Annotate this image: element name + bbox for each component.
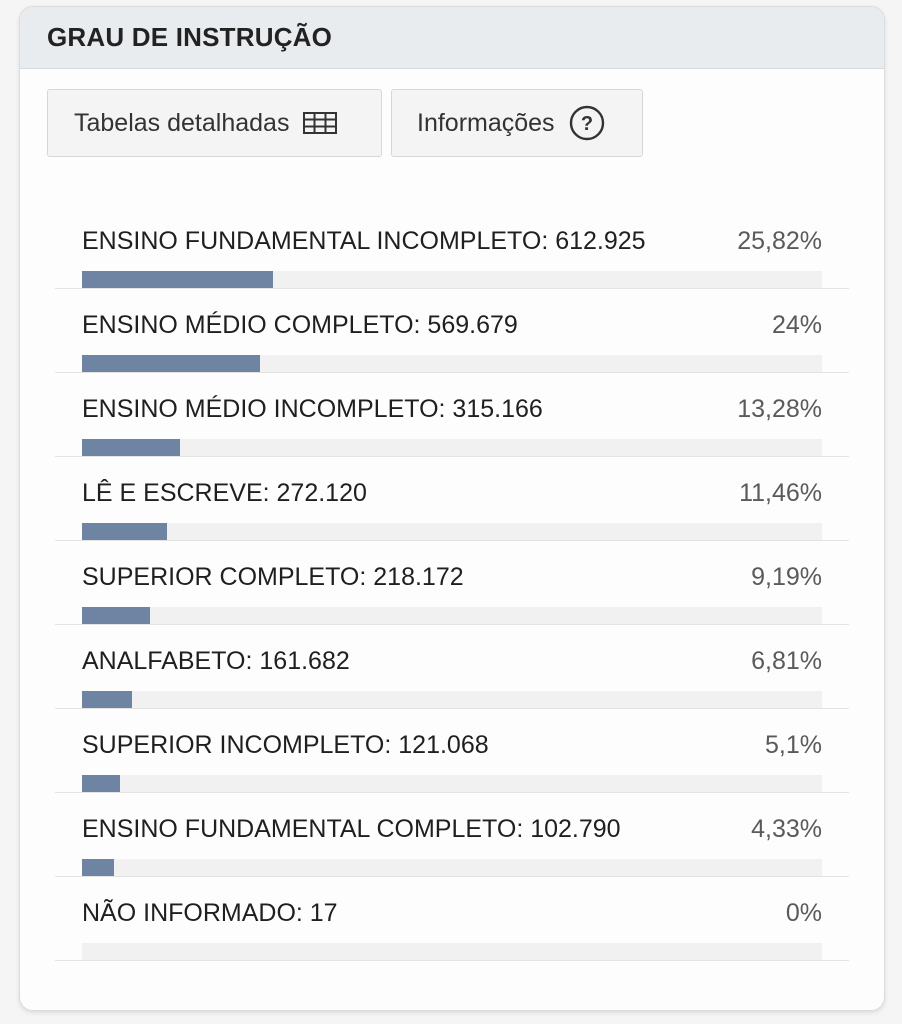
progress-fill (82, 859, 115, 876)
progress-fill (82, 271, 274, 288)
list-item: ENSINO MÉDIO INCOMPLETO: 315.166 13,28% (55, 373, 849, 457)
item-percent: 25,82% (737, 227, 822, 255)
progress-track (82, 271, 822, 288)
panel-header: GRAU DE INSTRUÇÃO (20, 7, 884, 69)
panel-title: GRAU DE INSTRUÇÃO (47, 22, 333, 52)
progress-track (82, 439, 822, 456)
item-percent: 4,33% (751, 815, 822, 843)
item-percent: 0% (785, 899, 822, 927)
detailed-tables-button[interactable]: Tabelas detalhadas (47, 89, 382, 157)
progress-track (82, 859, 822, 876)
progress-fill (82, 775, 120, 792)
item-label: SUPERIOR INCOMPLETO: 121.068 (82, 731, 489, 759)
progress-fill (82, 691, 133, 708)
list-item: NÃO INFORMADO: 17 0% (55, 877, 849, 961)
progress-track (82, 943, 822, 960)
item-percent: 9,19% (751, 563, 822, 591)
item-label: ENSINO MÉDIO COMPLETO: 569.679 (82, 311, 518, 339)
item-label: ENSINO FUNDAMENTAL COMPLETO: 102.790 (82, 815, 621, 843)
education-panel: GRAU DE INSTRUÇÃO Tabelas detalhadas Inf… (19, 6, 885, 1011)
button-row: Tabelas detalhadas Informações ? (47, 89, 643, 157)
progress-fill (82, 523, 167, 540)
progress-track (82, 523, 822, 540)
information-button[interactable]: Informações ? (391, 89, 643, 157)
list-item: ANALFABETO: 161.682 6,81% (55, 625, 849, 709)
item-label: NÃO INFORMADO: 17 (82, 899, 338, 927)
education-list: ENSINO FUNDAMENTAL INCOMPLETO: 612.925 25… (55, 205, 849, 961)
list-item: ENSINO FUNDAMENTAL COMPLETO: 102.790 4,33… (55, 793, 849, 877)
progress-track (82, 691, 822, 708)
progress-fill (82, 607, 150, 624)
item-percent: 24% (771, 311, 822, 339)
list-item: ENSINO FUNDAMENTAL INCOMPLETO: 612.925 25… (55, 205, 849, 289)
list-item: ENSINO MÉDIO COMPLETO: 569.679 24% (55, 289, 849, 373)
item-percent: 5,1% (765, 731, 822, 759)
question-circle-icon: ? (569, 105, 605, 141)
list-item: SUPERIOR INCOMPLETO: 121.068 5,1% (55, 709, 849, 793)
item-label: SUPERIOR COMPLETO: 218.172 (82, 563, 464, 591)
item-label: LÊ E ESCREVE: 272.120 (82, 479, 367, 507)
progress-track (82, 355, 822, 372)
item-percent: 11,46% (739, 479, 822, 507)
progress-fill (82, 439, 181, 456)
item-label: ENSINO MÉDIO INCOMPLETO: 315.166 (82, 395, 543, 423)
information-label: Informações (417, 108, 555, 137)
list-item: LÊ E ESCREVE: 272.120 11,46% (55, 457, 849, 541)
list-item: SUPERIOR COMPLETO: 218.172 9,19% (55, 541, 849, 625)
item-percent: 6,81% (751, 647, 822, 675)
item-percent: 13,28% (737, 395, 822, 423)
table-icon (303, 112, 338, 134)
progress-track (82, 607, 822, 624)
item-label: ENSINO FUNDAMENTAL INCOMPLETO: 612.925 (82, 227, 646, 255)
progress-track (82, 775, 822, 792)
item-label: ANALFABETO: 161.682 (82, 647, 350, 675)
detailed-tables-label: Tabelas detalhadas (74, 108, 290, 137)
progress-fill (82, 355, 260, 372)
svg-text:?: ? (580, 113, 592, 135)
